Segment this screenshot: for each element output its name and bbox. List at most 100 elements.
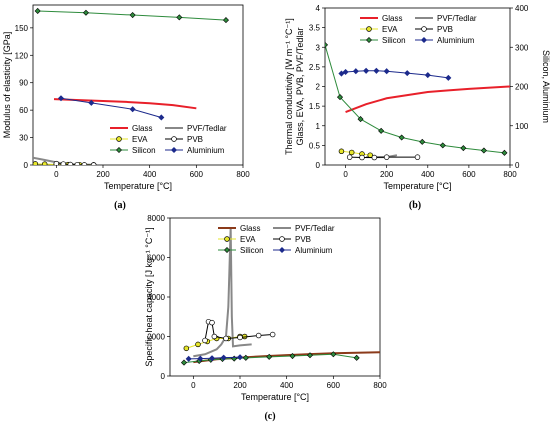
data-point: [231, 355, 238, 362]
data-point: [222, 17, 229, 24]
y-tick-label: 30: [19, 134, 28, 143]
data-point: [352, 68, 359, 75]
legend-label: PVF/Tedlar: [187, 124, 227, 133]
legend-label: Glass: [382, 14, 402, 23]
legend-label: EVA: [240, 235, 256, 244]
data-point: [208, 355, 216, 362]
chart-panel-3: [167, 217, 381, 379]
legend-marker: [278, 246, 286, 254]
data-point: [209, 319, 215, 326]
legend-label: EVA: [132, 135, 148, 144]
panel-label: (c): [264, 411, 275, 422]
y-tick-label: 150: [15, 24, 29, 33]
data-point: [357, 116, 364, 123]
data-point: [306, 352, 314, 359]
data-point: [445, 74, 452, 81]
y-tick-label: 0: [24, 161, 29, 170]
data-point: [237, 334, 243, 341]
legend-label: PVB: [437, 25, 453, 34]
legend-label: Silicon: [240, 246, 264, 255]
data-point: [129, 12, 136, 19]
legend-label: Silicon: [132, 146, 156, 155]
yr-tick-label: 300: [515, 43, 529, 52]
data-point: [60, 161, 67, 165]
y-axis-label-2: Glass, EVA, PVB, PVF/Tedlar: [295, 28, 305, 146]
data-point: [183, 345, 190, 352]
data-point: [197, 355, 204, 362]
legend-marker: [171, 136, 177, 142]
x-tick-label: 800: [236, 170, 250, 179]
data-point: [342, 68, 349, 76]
data-point: [338, 70, 345, 77]
y-tick-label: 4: [316, 4, 321, 13]
chart-panel-1: [30, 4, 244, 168]
data-point: [353, 354, 360, 361]
y-tick-label: 120: [15, 51, 29, 60]
x-tick-label: 600: [190, 170, 204, 179]
panel-label: (b): [409, 200, 421, 211]
y-axis-label: Specific heat capacity [J kg⁻¹ °C⁻¹]: [144, 227, 154, 366]
series-group: [33, 7, 229, 165]
panel-label: (a): [114, 200, 126, 211]
yr-tick-label: 100: [515, 122, 529, 131]
y-axis-label: Modulus of elasticity [GPa]: [2, 32, 12, 139]
data-point: [41, 161, 48, 165]
legend-marker: [365, 36, 373, 44]
data-point: [404, 70, 411, 77]
y-tick-label: 4000: [147, 293, 165, 302]
x-tick-label: 400: [143, 170, 157, 179]
data-point: [90, 162, 97, 165]
legend-label: PVB: [295, 235, 311, 244]
yr-axis-label: Silicon, Aluminium: [541, 50, 550, 123]
legend-label: Glass: [240, 224, 260, 233]
data-point: [211, 333, 218, 340]
legend-label: Aluminium: [437, 36, 475, 45]
legend: [110, 127, 183, 154]
y-tick-label: 0: [161, 372, 166, 381]
data-point: [269, 331, 276, 338]
x-tick-label: 0: [54, 170, 59, 179]
data-point: [363, 67, 370, 74]
data-point: [414, 154, 421, 160]
legend-label: PVF/Tedlar: [437, 14, 477, 23]
legend-marker: [224, 236, 230, 242]
y-tick-label: 0.5: [309, 141, 321, 150]
data-point: [53, 160, 60, 165]
legend-marker: [420, 36, 428, 44]
legend-marker: [421, 26, 427, 32]
data-point: [346, 154, 353, 160]
plot-frame: [32, 4, 244, 166]
legend-marker: [116, 136, 122, 142]
y-tick-label: 6000: [147, 254, 165, 263]
chart-panel-2: [322, 7, 513, 168]
legend-label: Aluminium: [187, 146, 225, 155]
y-tick-label: 2: [316, 83, 321, 92]
data-point: [67, 161, 74, 165]
data-point: [223, 335, 229, 342]
data-point: [81, 162, 88, 165]
y-tick-label: 3: [316, 43, 321, 52]
data-point: [180, 359, 188, 366]
series-line-pvftedlar: [193, 227, 252, 358]
series-line-glass: [53, 98, 197, 110]
x-tick-label: 0: [191, 381, 196, 390]
series-line-silicon: [325, 44, 505, 154]
y-tick-label: 8000: [147, 214, 165, 223]
x-tick-label: 400: [421, 170, 435, 179]
x-tick-label: 400: [280, 381, 294, 390]
data-point: [266, 353, 273, 360]
legend-marker: [115, 146, 123, 154]
legend-marker: [223, 246, 231, 254]
y-tick-label: 2000: [147, 333, 165, 342]
data-point: [330, 351, 337, 358]
x-tick-label: 200: [233, 381, 247, 390]
x-axis-label: Temperature [°C]: [241, 392, 309, 402]
data-point: [57, 95, 65, 102]
x-tick-label: 600: [462, 170, 476, 179]
y-tick-label: 90: [19, 79, 28, 88]
data-point: [338, 148, 345, 155]
data-point: [378, 127, 385, 134]
data-point: [383, 68, 390, 75]
legend-label: PVB: [187, 135, 203, 144]
